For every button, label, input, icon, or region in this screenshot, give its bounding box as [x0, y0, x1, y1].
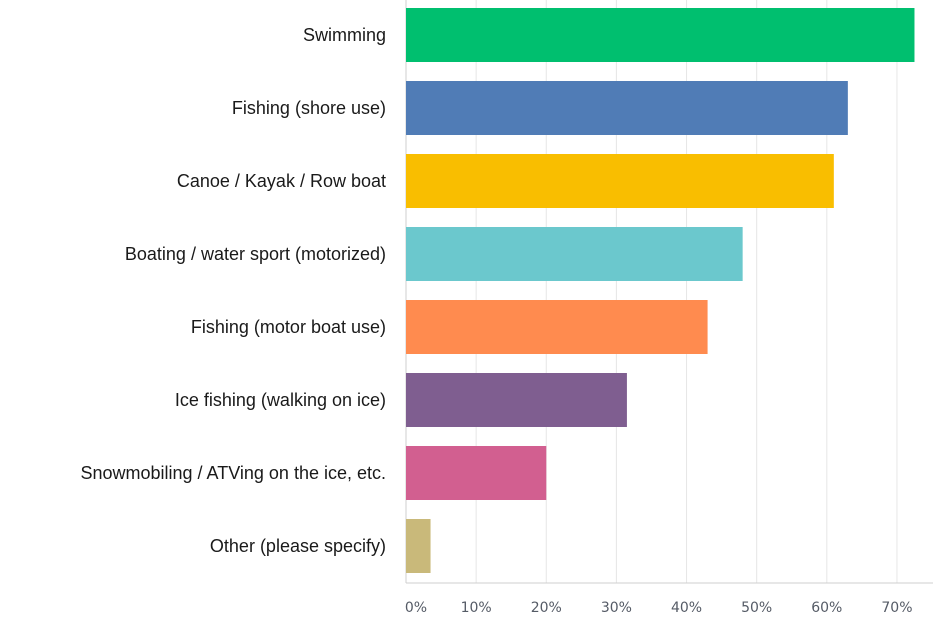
category-label: Other (please specify)	[210, 536, 386, 556]
category-label: Ice fishing (walking on ice)	[175, 390, 386, 410]
x-tick-label: 40%	[671, 600, 702, 616]
bar	[406, 227, 743, 281]
bar	[406, 300, 708, 354]
category-label: Fishing (motor boat use)	[191, 317, 386, 337]
bar	[406, 446, 547, 500]
bar	[406, 81, 848, 135]
x-tick-label: 0%	[405, 600, 427, 616]
x-tick-label: 50%	[741, 600, 772, 616]
x-tick-label: 10%	[461, 600, 492, 616]
category-label: Swimming	[303, 25, 386, 45]
x-tick-label: 30%	[601, 600, 632, 616]
bar	[406, 373, 627, 427]
category-label: Boating / water sport (motorized)	[125, 244, 386, 264]
category-label: Fishing (shore use)	[232, 98, 386, 118]
bar	[406, 519, 431, 573]
bar	[406, 8, 915, 62]
category-label: Snowmobiling / ATVing on the ice, etc.	[80, 463, 386, 483]
bar-layer	[406, 8, 915, 573]
category-label: Canoe / Kayak / Row boat	[177, 171, 386, 191]
category-label-layer: Swimming Fishing (shore use) Canoe / Kayak…	[80, 25, 386, 556]
x-tick-label-layer: 0% 10% 20% 30% 40% 50% 60% 70%	[405, 600, 913, 616]
x-tick-label: 60%	[811, 600, 842, 616]
x-tick-label: 70%	[881, 600, 912, 616]
bar	[406, 154, 834, 208]
x-tick-label: 20%	[531, 600, 562, 616]
